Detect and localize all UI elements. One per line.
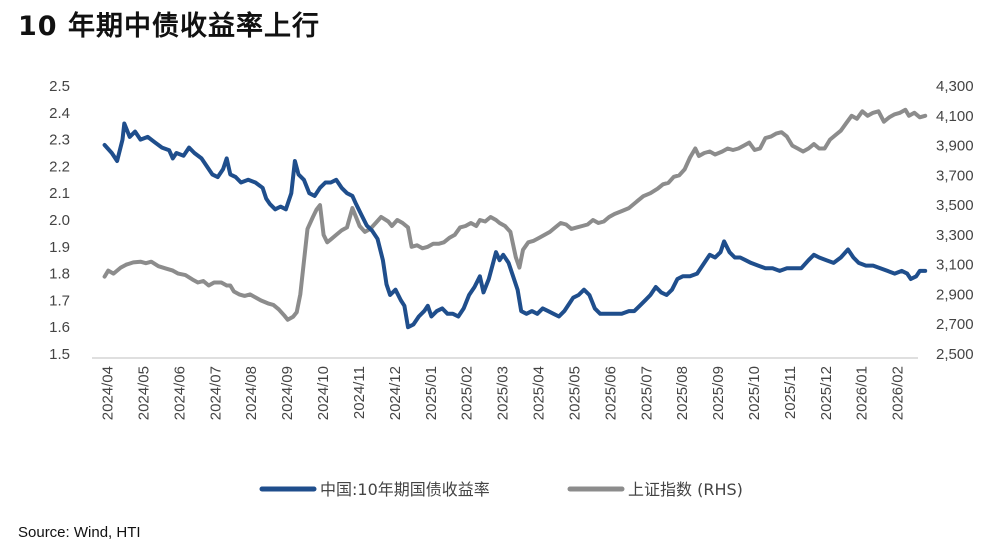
right-axis: 2,500 2,700 2,900 3,100 3,300 3,500 3,700 3,900… bbox=[936, 78, 974, 363]
series-layer bbox=[102, 107, 928, 330]
left-tick-label: 1.7 bbox=[49, 292, 70, 309]
x-tick-label: 2025/08 bbox=[674, 366, 691, 420]
x-tick-label: 2025/04 bbox=[531, 366, 548, 420]
right-tick-label: 3,500 bbox=[936, 197, 974, 214]
x-tick-label: 2024/08 bbox=[243, 366, 260, 420]
right-tick-label: 2,700 bbox=[936, 316, 974, 333]
left-tick-label: 2.0 bbox=[49, 212, 70, 229]
series-line-yield bbox=[102, 121, 928, 330]
left-tick-label: 2.3 bbox=[49, 132, 70, 149]
right-tick-label: 2,500 bbox=[936, 346, 974, 363]
right-tick-label: 2,900 bbox=[936, 286, 974, 303]
x-tick-label: 2025/01 bbox=[423, 366, 440, 420]
right-tick-label: 3,900 bbox=[936, 138, 974, 155]
left-tick-label: 1.9 bbox=[49, 239, 70, 256]
x-tick-label: 2025/09 bbox=[710, 366, 727, 420]
left-axis: 1.5 1.6 1.7 1.8 1.9 2.0 2.1 2.2 2.3 2.4 2.5 bbox=[49, 78, 70, 363]
left-tick-label: 2.4 bbox=[49, 105, 70, 122]
x-tick-label: 2024/07 bbox=[207, 366, 224, 420]
x-tick-label: 2025/10 bbox=[746, 366, 763, 420]
left-tick-label: 1.5 bbox=[49, 346, 70, 363]
x-tick-label: 2025/12 bbox=[818, 366, 835, 420]
legend-label: 中国:10年期国债收益率 bbox=[320, 480, 490, 499]
left-tick-label: 2.5 bbox=[49, 78, 70, 95]
x-tick-label: 2025/06 bbox=[602, 366, 619, 420]
x-tick-label: 2026/01 bbox=[854, 366, 871, 420]
x-tick-label: 2024/04 bbox=[100, 366, 117, 420]
right-tick-label: 4,100 bbox=[936, 108, 974, 125]
right-tick-label: 3,700 bbox=[936, 167, 974, 184]
right-tick-label: 4,300 bbox=[936, 78, 974, 95]
x-axis: 2024/04 2024/05 2024/06 2024/07 2024/08 2024/… bbox=[92, 357, 918, 420]
x-tick-label: 2025/05 bbox=[566, 366, 583, 420]
left-tick-label: 2.2 bbox=[49, 158, 70, 175]
x-tick-label: 2025/02 bbox=[459, 366, 476, 420]
chart-title: 10 年期中债收益率上行 bbox=[18, 11, 320, 42]
x-tick-label: 2025/07 bbox=[638, 366, 655, 420]
x-tick-label: 2024/05 bbox=[135, 366, 152, 420]
left-tick-label: 2.1 bbox=[49, 185, 70, 202]
x-tick-label: 2024/11 bbox=[351, 366, 368, 419]
legend-label: 上证指数 (RHS) bbox=[628, 480, 743, 499]
left-tick-label: 1.6 bbox=[49, 319, 70, 336]
left-tick-label: 1.8 bbox=[49, 266, 70, 283]
source-note: Source: Wind, HTI bbox=[18, 524, 141, 541]
legend: 中国:10年期国债收益率 上证指数 (RHS) bbox=[259, 480, 743, 499]
x-tick-label: 2024/09 bbox=[279, 366, 296, 420]
x-tick-label: 2024/10 bbox=[315, 366, 332, 420]
right-tick-label: 3,300 bbox=[936, 227, 974, 244]
series-line-shanghai-index bbox=[102, 107, 928, 322]
x-tick-label: 2025/11 bbox=[782, 366, 799, 419]
x-tick-label: 2026/02 bbox=[890, 366, 907, 420]
x-tick-label: 2024/12 bbox=[387, 366, 404, 420]
right-tick-label: 3,100 bbox=[936, 257, 974, 274]
x-tick-label: 2025/03 bbox=[495, 366, 512, 420]
x-tick-label: 2024/06 bbox=[171, 366, 188, 420]
